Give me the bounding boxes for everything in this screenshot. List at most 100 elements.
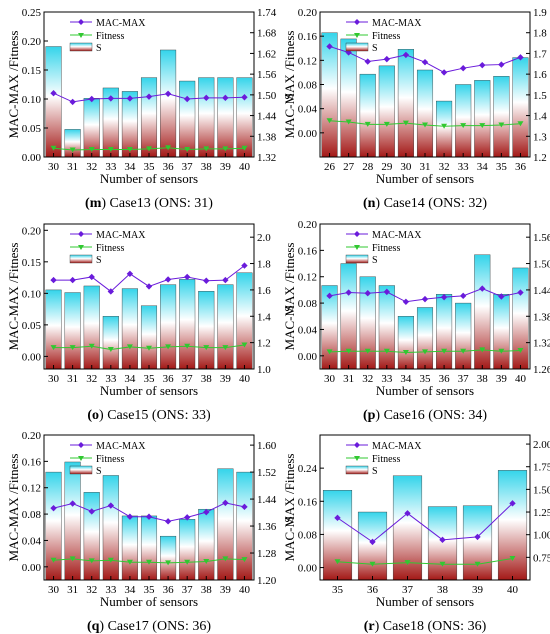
tick-label-left: 0.20	[22, 225, 42, 237]
point-mac-max	[183, 273, 191, 281]
point-fitness	[222, 146, 229, 152]
point-mac-max	[364, 290, 371, 297]
bar-s	[198, 77, 215, 158]
chart-panel-r: 0.00 0.08 0.16 0.24 0.75 1.00 1.25 1.50 1.75 2.00…	[282, 434, 550, 634]
legend-label-mac-max: MAC-MAX	[372, 441, 422, 452]
tick-label-x: 40	[239, 584, 251, 596]
y-axis-label-left: MAC-MAX /Fitness	[6, 243, 21, 351]
bar-s	[64, 129, 81, 158]
bar-s	[198, 508, 215, 581]
tick-label-x: 31	[420, 161, 431, 173]
point-fitness	[88, 146, 95, 152]
tick-label-left: 0.12	[298, 272, 317, 284]
tick-label-right: 1.50	[257, 90, 277, 102]
tick-label-right: 1.0	[257, 364, 271, 376]
bar-s	[217, 468, 234, 581]
bar-s	[140, 305, 158, 370]
legend-label-mac-max: MAC-MAX	[96, 18, 146, 29]
bar-s	[140, 515, 158, 581]
point-mac-max	[145, 283, 153, 290]
tick-label-right: 1.38	[533, 311, 550, 323]
tick-label-x: 31	[343, 373, 354, 385]
legend-label-mac-max: MAC-MAX	[96, 230, 146, 241]
point-fitness	[479, 347, 486, 353]
bar-s	[416, 69, 434, 158]
point-fitness	[146, 146, 152, 152]
point-fitness	[241, 557, 248, 563]
tick-label-right: 1.9	[533, 7, 547, 19]
point-fitness	[107, 557, 114, 563]
point-fitness	[184, 146, 191, 152]
point-fitness	[165, 560, 172, 566]
point-fitness	[88, 558, 95, 564]
point-mac-max	[69, 500, 76, 507]
tick-label-left: 0.05	[22, 320, 42, 332]
tick-label-right: 1.52	[257, 467, 276, 479]
y-axis-label-right: S	[282, 305, 296, 312]
point-fitness	[474, 561, 481, 567]
tick-label-left: 0.20	[298, 219, 318, 231]
point-mac-max	[88, 95, 95, 103]
tick-label-x: 31	[67, 373, 78, 385]
point-mac-max	[203, 508, 210, 516]
tick-label-right: 1.25	[533, 507, 550, 519]
point-fitness	[441, 123, 448, 129]
point-fitness	[383, 121, 390, 127]
chart-panel-p: 0.00 0.04 0.08 0.12 0.16 0.20 1.26 1.32 1.38 1.44…	[282, 219, 550, 423]
y-axis-label-left: MAC-MAX /Fitness	[282, 243, 297, 351]
line-mac-max	[337, 502, 513, 543]
point-mac-max	[241, 94, 248, 101]
tick-label-x: 36	[163, 161, 175, 173]
point-fitness	[69, 345, 76, 351]
point-mac-max	[126, 95, 134, 102]
point-fitness	[404, 560, 411, 566]
bar-s	[416, 307, 434, 370]
tick-label-x: 38	[477, 373, 489, 385]
chart-panel-o: 0.00 0.05 0.10 0.15 0.20 1.0 1.2 1.4 1.6 1.8 2.0 30…	[6, 223, 296, 423]
tick-label-x: 40	[507, 584, 519, 596]
tick-label-right: 1.3	[533, 131, 547, 143]
tick-label-left: 0.00	[22, 152, 42, 164]
bar-s	[512, 57, 529, 158]
tick-label-left: 0.15	[22, 257, 42, 269]
point-mac-max	[459, 64, 467, 72]
tick-label-left: 0.20	[298, 7, 318, 19]
legend-marker-fitness	[354, 456, 360, 461]
legend-label-mac-max: MAC-MAX	[96, 441, 146, 452]
point-mac-max	[203, 94, 210, 102]
chart-panels: 0.000.050.100.150.200.251.321.381.441.50…	[6, 7, 550, 634]
point-mac-max	[326, 43, 333, 50]
x-axis-label: Number of sensors	[100, 171, 198, 186]
bar-s	[512, 267, 529, 370]
point-mac-max	[459, 292, 467, 300]
tick-label-right: 2.00	[533, 439, 550, 451]
tick-label-left: 0.16	[298, 245, 318, 257]
tick-label-x: 30	[48, 373, 60, 385]
legend-label-s: S	[96, 43, 102, 54]
point-fitness	[241, 342, 248, 348]
tick-label-x: 36	[515, 161, 527, 173]
tick-label-x: 35	[420, 373, 432, 385]
tick-label-x: 37	[458, 373, 470, 385]
tick-label-x: 40	[515, 373, 527, 385]
point-mac-max	[421, 58, 429, 66]
bar-s	[236, 272, 253, 370]
legend-marker-mac-max	[78, 231, 84, 237]
point-mac-max	[164, 518, 172, 525]
point-mac-max	[69, 98, 76, 106]
tick-label-x: 34	[477, 161, 489, 173]
tick-label-right: 1.38	[257, 131, 277, 143]
tick-label-left: 0.20	[22, 430, 42, 442]
tick-label-x: 37	[182, 373, 194, 385]
point-fitness	[422, 349, 428, 355]
legend-label-fitness: Fitness	[96, 454, 124, 465]
y-axis-label-left: MAC-MAX /Fitness	[6, 31, 21, 139]
legend-label-mac-max: MAC-MAX	[372, 230, 422, 241]
point-mac-max	[107, 502, 115, 509]
point-fitness	[69, 556, 76, 562]
point-fitness	[222, 345, 229, 351]
tick-label-right: 1.7	[533, 48, 547, 60]
legend-label-fitness: Fitness	[372, 31, 400, 42]
point-mac-max	[421, 295, 429, 303]
bar-s	[64, 292, 81, 370]
